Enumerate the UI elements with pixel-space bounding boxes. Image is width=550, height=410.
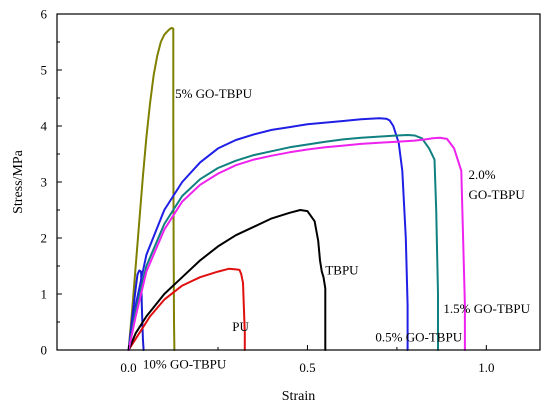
y-axis-title: Stress/MPa — [11, 149, 26, 214]
plot-series — [127, 27, 466, 351]
series-line-5 — [127, 134, 439, 351]
series-line-6 — [127, 136, 466, 351]
annotation-label: 10% GO-TBPU — [143, 356, 227, 371]
x-tick-label: 0.0 — [120, 360, 136, 375]
y-tick-label: 2 — [41, 231, 48, 246]
y-tick-label: 6 — [41, 7, 48, 22]
annotation-label: GO-TBPU — [468, 187, 525, 202]
plot-frame: 0 1 2 3 4 5 6 0.0 0.5 1.0 Strain Stress/MPa — [11, 7, 541, 404]
annotation-label: 1.5% GO-TBPU — [443, 301, 530, 316]
x-tick-label: 1.0 — [478, 360, 494, 375]
y-tick-label: 3 — [41, 175, 48, 190]
x-tick-label: 0.5 — [299, 360, 315, 375]
y-tick-label: 0 — [41, 343, 48, 358]
annotation-label: 0.5% GO-TBPU — [375, 330, 462, 345]
series-line-2 — [127, 267, 246, 351]
y-tick-label: 4 — [41, 119, 48, 134]
series-line-0 — [127, 27, 176, 351]
x-axis-title: Strain — [282, 389, 315, 404]
plot-annotations: 5% GO-TBPU 2.0% GO-TBPU TBPU 1.5% GO-TBPU PU 0… — [143, 86, 531, 371]
series-line-3 — [127, 209, 327, 351]
annotation-label: 5% GO-TBPU — [175, 86, 253, 101]
series-line-4 — [127, 117, 409, 351]
annotation-label: TBPU — [325, 262, 359, 277]
y-tick-label: 5 — [41, 63, 48, 78]
y-tick-label: 1 — [41, 287, 48, 302]
annotation-label: PU — [232, 319, 249, 334]
annotation-label: 2.0% — [468, 167, 495, 182]
